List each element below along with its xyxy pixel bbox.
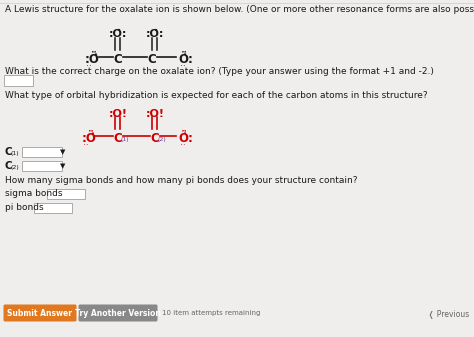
Text: ··: ··: [83, 141, 89, 150]
Text: :Ö̇: :Ö̇: [82, 132, 97, 145]
Text: ▼: ▼: [60, 163, 65, 169]
Text: A Lewis structure for the oxalate ion is shown below. (One or more other resonan: A Lewis structure for the oxalate ion is…: [5, 5, 474, 14]
Text: (2): (2): [158, 137, 167, 142]
Text: C: C: [5, 161, 13, 171]
Text: Try Another Version: Try Another Version: [75, 309, 161, 318]
Text: C: C: [151, 132, 159, 145]
Text: :Ȯ:: :Ȯ:: [146, 29, 164, 39]
FancyBboxPatch shape: [47, 189, 85, 199]
Text: Ö̇:: Ö̇:: [178, 53, 193, 66]
Text: :O!: :O!: [109, 109, 128, 119]
Text: What type of orbital hybridization is expected for each of the carbon atoms in t: What type of orbital hybridization is ex…: [5, 91, 428, 100]
Text: :O!: :O!: [146, 109, 164, 119]
Text: C: C: [147, 53, 156, 66]
FancyBboxPatch shape: [4, 74, 34, 86]
Text: ··: ··: [86, 62, 92, 71]
Text: Submit Answer: Submit Answer: [8, 309, 73, 318]
Text: ❬ Previous: ❬ Previous: [428, 310, 469, 319]
Text: :Ȯ:: :Ȯ:: [109, 29, 127, 39]
Text: :Ö̇: :Ö̇: [85, 53, 100, 66]
Text: ··: ··: [180, 141, 186, 150]
Text: ▼: ▼: [60, 149, 65, 155]
FancyBboxPatch shape: [22, 147, 62, 157]
Text: Ö̇:: Ö̇:: [178, 132, 193, 145]
FancyBboxPatch shape: [3, 305, 76, 321]
Text: ··: ··: [180, 62, 186, 71]
Text: How many sigma bonds and how many pi bonds does your structure contain?: How many sigma bonds and how many pi bon…: [5, 176, 357, 185]
Text: 10 item attempts remaining: 10 item attempts remaining: [162, 310, 260, 316]
Text: (1): (1): [11, 151, 19, 156]
Text: C: C: [5, 147, 13, 157]
FancyBboxPatch shape: [34, 203, 73, 213]
Text: C: C: [114, 132, 122, 145]
Text: pi bonds: pi bonds: [5, 203, 44, 212]
FancyBboxPatch shape: [79, 305, 157, 321]
Text: (2): (2): [11, 165, 20, 170]
FancyBboxPatch shape: [22, 161, 62, 171]
Text: What is the correct charge on the oxalate ion? (Type your answer using the forma: What is the correct charge on the oxalat…: [5, 67, 434, 76]
Text: sigma bonds: sigma bonds: [5, 189, 63, 198]
Text: (1): (1): [121, 137, 129, 142]
Text: C: C: [114, 53, 122, 66]
